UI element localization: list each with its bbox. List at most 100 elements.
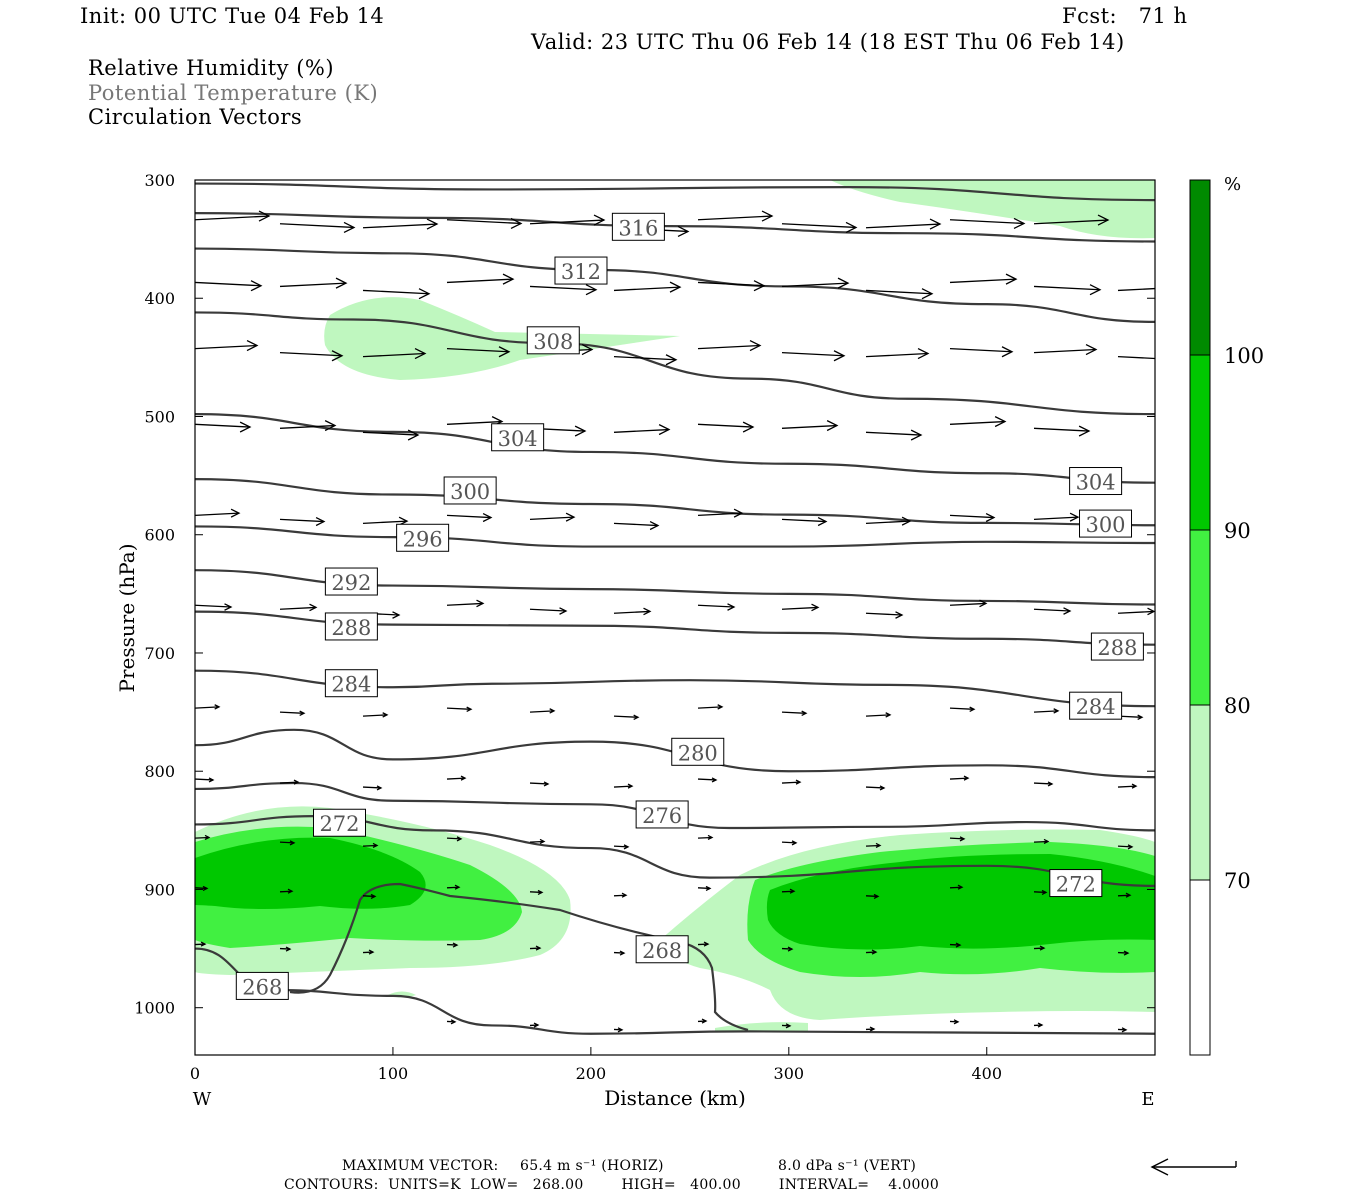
y-tick-label: 400 <box>144 289 175 308</box>
svg-text:288: 288 <box>331 616 371 640</box>
circulation-vector <box>865 1026 876 1032</box>
circulation-vector <box>279 888 294 894</box>
circulation-vector <box>1033 708 1060 714</box>
circulation-vector <box>613 892 628 898</box>
colorbar-level-label: 80 <box>1224 694 1251 718</box>
circulation-vector <box>1033 343 1098 356</box>
circulation-vector <box>1117 287 1155 292</box>
circulation-vector <box>362 218 439 230</box>
circulation-vector <box>279 946 292 952</box>
circulation-vector <box>529 708 556 714</box>
x-tick-label: 400 <box>971 1064 1002 1083</box>
svg-text:268: 268 <box>242 975 282 999</box>
circulation-vector <box>949 416 1007 428</box>
circulation-vector <box>949 599 988 608</box>
max-vector-horiz: 65.4 m s⁻¹ (HORIZ) <box>520 1158 664 1174</box>
circulation-vector <box>613 424 671 436</box>
circulation-vector <box>279 517 326 527</box>
theta-contour-280 <box>195 728 1155 779</box>
circulation-vector <box>697 508 744 518</box>
circulation-vector <box>949 884 964 890</box>
circulation-vector <box>697 885 712 892</box>
circulation-vector <box>949 1019 960 1025</box>
contour-info: CONTOURS: UNITS=K LOW= 268.00 HIGH= 400.… <box>284 1177 940 1193</box>
circulation-vector <box>1117 355 1155 360</box>
contour-label: 292 <box>324 567 378 596</box>
circulation-vector <box>865 288 934 300</box>
theta-kink-lines <box>289 882 749 1032</box>
circulation-vector <box>1117 783 1138 789</box>
circulation-vector <box>781 946 794 952</box>
contour-label: 280 <box>671 737 725 766</box>
circulation-vector <box>781 517 828 527</box>
svg-text:304: 304 <box>498 427 538 451</box>
circulation-vector <box>279 779 300 785</box>
y-tick-label: 800 <box>144 762 175 781</box>
field-label-theta: Potential Temperature (K) <box>88 81 379 105</box>
plot-frame <box>194 179 1156 1056</box>
circulation-vector <box>949 513 996 523</box>
x-tick-label: 200 <box>576 1064 607 1083</box>
circulation-vector <box>362 893 377 900</box>
circulation-vector <box>362 712 389 718</box>
circulation-vector <box>865 429 923 441</box>
circulation-vector <box>613 354 678 366</box>
valid-time: Valid: 23 UTC Thu 06 Feb 14 (18 EST Thu … <box>531 30 1125 54</box>
circulation-vector <box>1033 781 1054 787</box>
circulation-vector <box>1033 945 1046 951</box>
circulation-vector <box>781 221 858 234</box>
forecast-hour: Fcst: 71 h <box>1062 4 1188 28</box>
circulation-vector <box>279 350 344 362</box>
circulation-vector <box>949 942 962 948</box>
colorbar-level-label: 70 <box>1224 869 1251 893</box>
circulation-vector <box>781 710 808 717</box>
circulation-vector <box>697 834 714 841</box>
circulation-vector <box>781 840 798 846</box>
colorbar-unit-label: % <box>1224 174 1241 195</box>
contour-label: 272 <box>312 808 366 837</box>
x-end-label-west: W <box>193 1089 212 1110</box>
circulation-vector <box>529 945 542 951</box>
circulation-vector <box>865 347 930 360</box>
circulation-vector <box>529 889 544 896</box>
theta-contour-268-kink <box>289 882 749 1032</box>
max-vector-vert: 8.0 dPa s⁻¹ (VERT) <box>778 1158 917 1174</box>
circulation-vector <box>529 284 598 296</box>
circulation-vector <box>697 210 774 222</box>
circulation-vector <box>529 1022 540 1028</box>
svg-text:268: 268 <box>642 939 682 963</box>
circulation-vector <box>529 838 546 845</box>
circulation-vector <box>362 785 383 791</box>
y-tick-label: 300 <box>144 171 175 190</box>
circulation-vector <box>446 942 459 948</box>
circulation-vector <box>446 599 485 608</box>
circulation-vector <box>529 214 606 226</box>
svg-text:304: 304 <box>1076 471 1116 495</box>
y-tick-label: 900 <box>144 880 175 899</box>
contour-label: 288 <box>324 612 378 641</box>
svg-text:300: 300 <box>1085 513 1125 537</box>
circulation-vector <box>195 704 221 710</box>
circulation-vector <box>195 777 215 783</box>
circulation-vector <box>613 521 660 531</box>
circulation-vector <box>362 347 427 360</box>
circulation-vector <box>697 603 736 611</box>
contour-label: 300 <box>443 476 497 505</box>
circulation-vector <box>1033 1022 1044 1028</box>
circulation-vector <box>781 420 839 432</box>
svg-text:300: 300 <box>450 480 490 504</box>
circulation-vector <box>697 1018 708 1024</box>
circulation-vector <box>362 429 420 441</box>
circulation-vector <box>1117 1027 1128 1033</box>
theta-contour-300 <box>195 478 1155 527</box>
contour-label: 268 <box>235 971 289 1000</box>
svg-text:312: 312 <box>561 260 601 284</box>
theta-contour-304 <box>195 413 1155 484</box>
rh-region-bottom-sliver <box>715 1022 808 1032</box>
circulation-vector <box>1033 214 1110 226</box>
circulation-vector <box>195 339 259 352</box>
circulation-vector <box>697 704 724 710</box>
circulation-vector <box>362 842 379 849</box>
circulation-vector <box>865 893 880 900</box>
contour-label: 284 <box>324 669 378 698</box>
